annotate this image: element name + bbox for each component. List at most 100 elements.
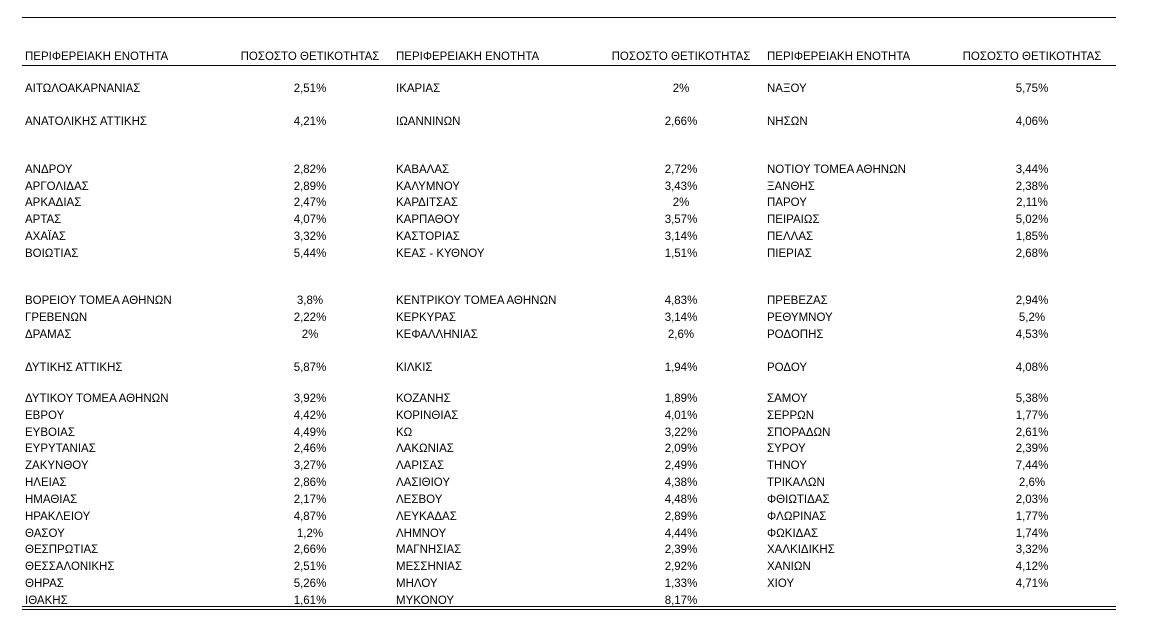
regional-unit: ΚΟΖΑΝΗΣ [396,393,451,405]
regional-unit: ΠΑΡΟΥ [767,197,807,209]
positivity-rate: 2% [672,83,690,95]
regional-unit: ΔΥΤΙΚΗΣ ΑΤΤΙΚΗΣ [25,362,123,374]
positivity-rate: 2,82% [293,164,327,176]
positivity-rate: 2,39% [1015,443,1049,455]
positivity-rate: 7,44% [1015,460,1049,472]
regional-unit: ΘΕΣΠΡΩΤΙΑΣ [25,544,99,556]
regional-unit: ΠΙΕΡΙΑΣ [767,248,812,260]
positivity-rate: 4,21% [293,116,327,128]
regional-unit: ΧΑΛΚΙΔΙΚΗΣ [767,544,835,556]
regional-unit: ΑΡΤΑΣ [25,214,62,226]
positivity-rate: 3,14% [664,231,698,243]
positivity-rate: 1,85% [1015,231,1049,243]
column-header: ΠΕΡΙΦΕΡΕΙΑΚΗ ΕΝΟΤΗΤΑ [25,51,169,63]
regional-unit: ΛΑΡΙΣΑΣ [396,460,445,472]
regional-unit: ΛΕΥΚΑΔΑΣ [396,511,457,523]
positivity-rate: 4,48% [664,494,698,506]
positivity-rate: 2,49% [664,460,698,472]
positivity-rate: 2,72% [664,164,698,176]
positivity-rate: 2,66% [664,116,698,128]
regional-unit: ΜΕΣΣΗΝΙΑΣ [396,561,463,573]
regional-unit: ΜΑΓΝΗΣΙΑΣ [396,544,462,556]
positivity-rate: 2% [301,329,319,341]
positivity-rate: 2,09% [664,443,698,455]
regional-unit: ΓΡΕΒΕΝΩΝ [25,312,88,324]
regional-unit: ΣΕΡΡΩΝ [767,410,815,422]
positivity-rate: 3,43% [664,181,698,193]
regional-unit: ΕΥΡΥΤΑΝΙΑΣ [25,443,96,455]
positivity-rate: 5,2% [1018,312,1046,324]
column-header: ΠΟΣΟΣΤΟ ΘΕΤΙΚΟΤΗΤΑΣ [611,51,751,63]
positivity-rate: 2,51% [293,83,327,95]
regional-unit: ΘΑΣΟΥ [25,528,65,540]
positivity-rate: 4,38% [664,477,698,489]
regional-unit: ΑΝΑΤΟΛΙΚΗΣ ΑΤΤΙΚΗΣ [25,116,148,128]
positivity-rate: 5,38% [1015,393,1049,405]
positivity-rate: 3,27% [293,460,327,472]
positivity-rate: 1,33% [664,578,698,590]
positivity-rate: 4,83% [664,295,698,307]
positivity-rate: 3,57% [664,214,698,226]
regional-unit: ΚΩ [396,427,413,439]
positivity-rate: 4,44% [664,528,698,540]
column-header: ΠΟΣΟΣΤΟ ΘΕΤΙΚΟΤΗΤΑΣ [962,51,1102,63]
regional-unit: ΣΑΜΟΥ [767,393,808,405]
regional-unit: ΚΑΣΤΟΡΙΑΣ [396,231,460,243]
regional-unit: ΙΘΑΚΗΣ [25,595,68,607]
regional-unit: ΡΕΘΥΜΝΟΥ [767,312,833,324]
positivity-rate: 3,32% [293,231,327,243]
regional-unit: ΘΗΡΑΣ [25,578,64,590]
regional-unit: ΣΠΟΡΑΔΩΝ [767,427,831,439]
positivity-rate: 4,12% [1015,561,1049,573]
positivity-rate: 2,39% [664,544,698,556]
positivity-rate: 3,14% [664,312,698,324]
regional-unit: ΣΥΡΟΥ [767,443,806,455]
regional-unit: ΠΡΕΒΕΖΑΣ [767,295,828,307]
positivity-rate: 5,75% [1015,83,1049,95]
positivity-rate: 4,01% [664,410,698,422]
positivity-rate: 2,92% [664,561,698,573]
positivity-rate: 2,66% [293,544,327,556]
regional-unit: ΚΑΡΠΑΘΟΥ [396,214,460,226]
regional-unit: ΛΗΜΝΟΥ [396,528,447,540]
regional-unit: ΕΥΒΟΙΑΣ [25,427,75,439]
positivity-rate: 5,26% [293,578,327,590]
regional-unit: ΡΟΔΟΠΗΣ [767,329,824,341]
positivity-rate: 3,92% [293,393,327,405]
header-rule [22,65,1116,66]
positivity-rate: 2,89% [664,511,698,523]
bottom-rule [22,606,1116,607]
regional-unit: ΤΗΝΟΥ [767,460,807,472]
regional-unit: ΡΟΔΟΥ [767,362,808,374]
regional-unit: ΚΕΦΑΛΛΗΝΙΑΣ [396,329,478,341]
regional-unit: ΗΡΑΚΛΕΙΟΥ [25,511,91,523]
positivity-rate: 2,68% [1015,248,1049,260]
positivity-rate: 2,89% [293,181,327,193]
regional-unit: ΚΕΑΣ - ΚΥΘΝΟΥ [396,248,485,260]
positivity-rate: 2,94% [1015,295,1049,307]
regional-unit: ΝΟΤΙΟΥ ΤΟΜΕΑ ΑΘΗΝΩΝ [767,164,906,176]
positivity-rate: 2% [672,197,690,209]
regional-unit: ΝΑΞΟΥ [767,83,807,95]
positivity-rate: 1,77% [1015,511,1049,523]
regional-unit: ΘΕΣΣΑΛΟΝΙΚΗΣ [25,561,115,573]
regional-unit: ΑΙΤΩΛΟΑΚΑΡΝΑΝΙΑΣ [25,83,141,95]
positivity-rate: 2,47% [293,197,327,209]
regional-unit: ΗΛΕΙΑΣ [25,477,67,489]
regional-unit: ΑΧΑΪΑΣ [25,231,66,243]
regional-unit: ΚΑΛΥΜΝΟΥ [396,181,460,193]
positivity-rate: 3,22% [664,427,698,439]
positivity-rate: 4,53% [1015,329,1049,341]
positivity-rate: 8,17% [664,595,698,607]
positivity-rate: 1,61% [293,595,327,607]
regional-unit: ΚΕΝΤΡΙΚΟΥ ΤΟΜΕΑ ΑΘΗΝΩΝ [396,295,557,307]
positivity-rate: 2,6% [1018,477,1046,489]
regional-unit: ΚΑΒΑΛΑΣ [396,164,450,176]
regional-unit: ΧΑΝΙΩΝ [767,561,811,573]
regional-unit: ΧΙΟΥ [767,578,795,590]
regional-unit: ΙΚΑΡΙΑΣ [396,83,441,95]
regional-unit: ΤΡΙΚΑΛΩΝ [767,477,825,489]
positivity-rate: 2,17% [293,494,327,506]
regional-unit: ΑΡΚΑΔΙΑΣ [25,197,82,209]
